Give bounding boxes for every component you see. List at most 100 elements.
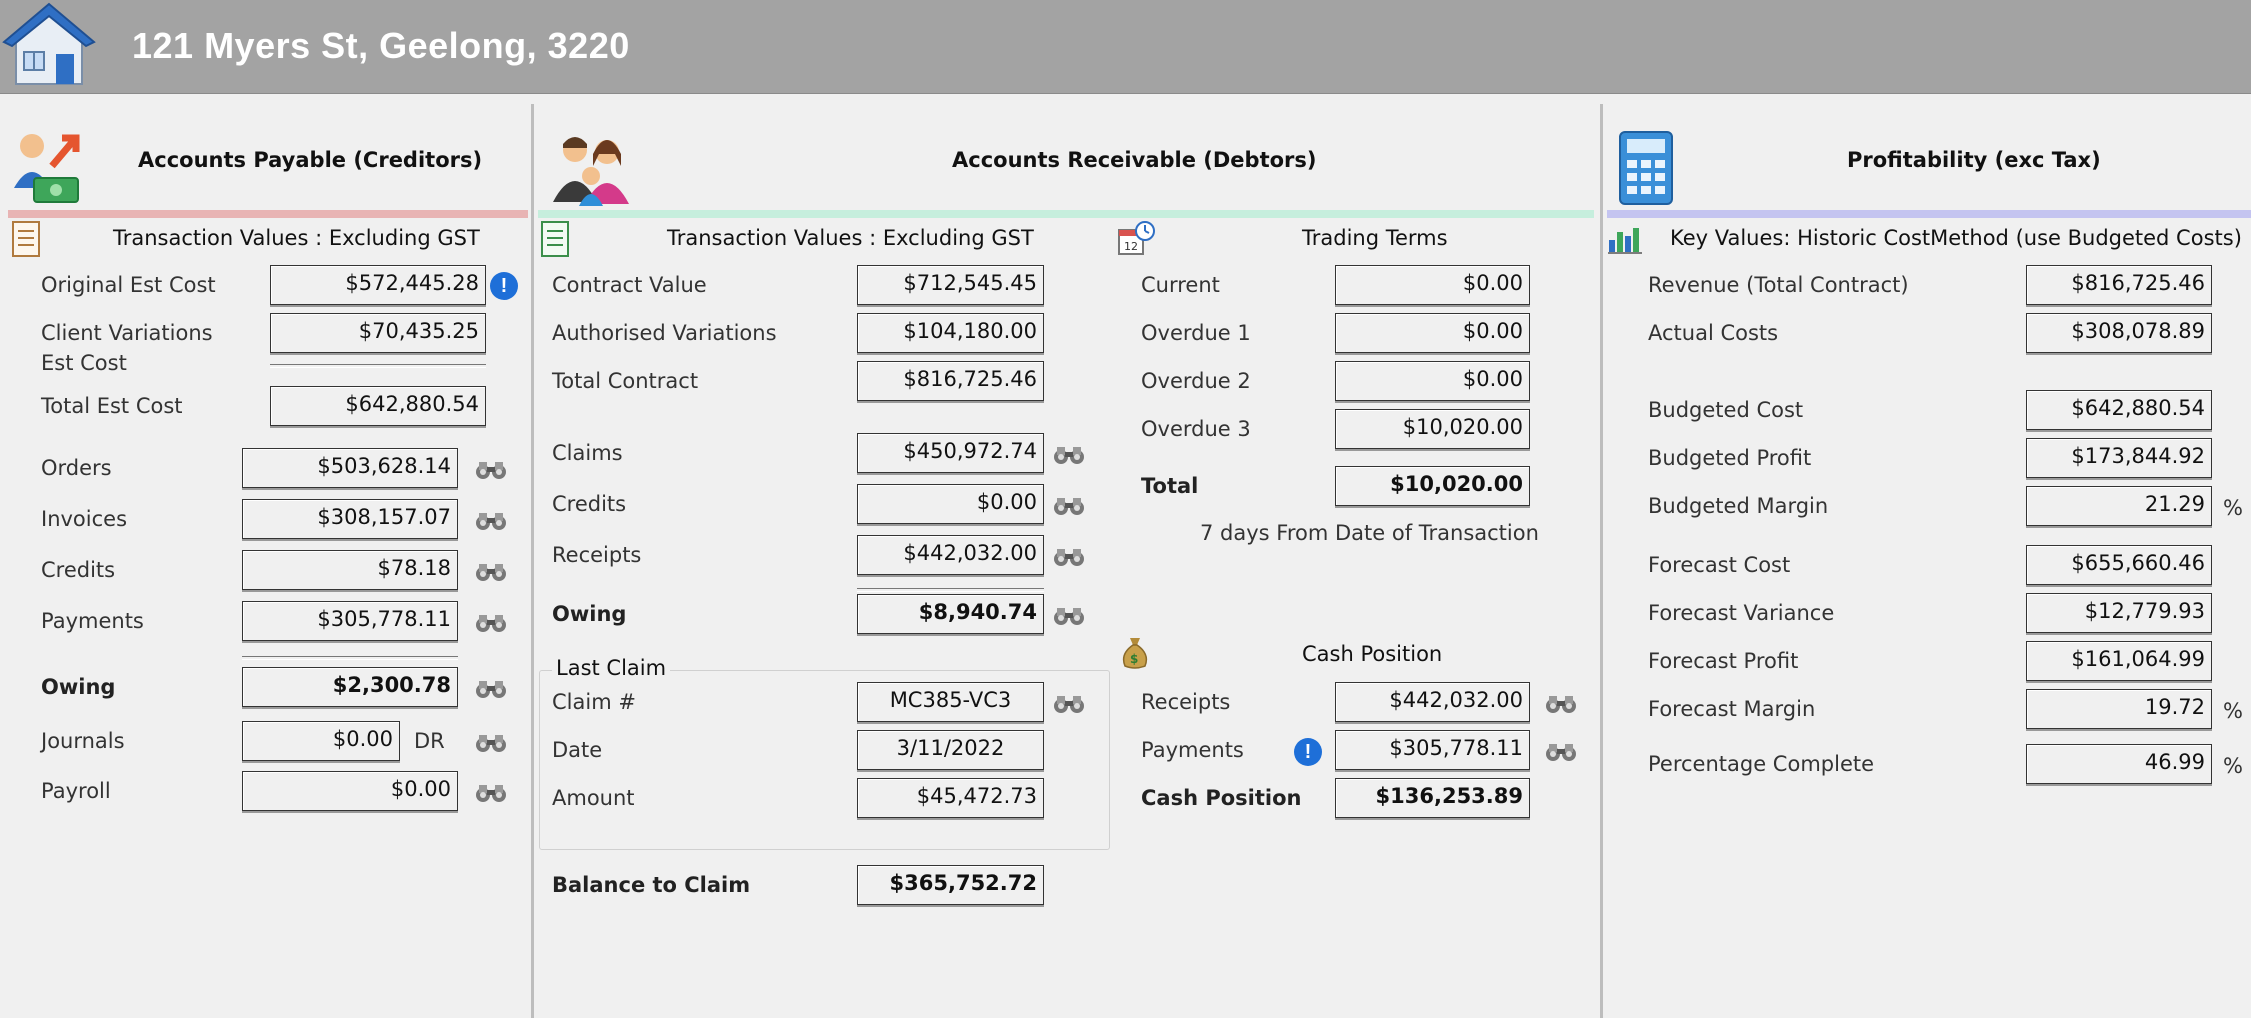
budgeted-margin-field[interactable]: 21.29 xyxy=(2026,486,2212,526)
original-est-cost-field[interactable]: $572,445.28 xyxy=(270,265,486,305)
binoculars-icon[interactable] xyxy=(474,782,508,804)
binoculars-icon[interactable] xyxy=(474,732,508,754)
percentage-complete-unit: % xyxy=(2223,754,2243,778)
house-icon xyxy=(2,2,96,85)
forecast-profit-label: Forecast Profit xyxy=(1648,649,1799,673)
claim-date-label: Date xyxy=(552,738,603,762)
budgeted-profit-label: Budgeted Profit xyxy=(1648,446,1812,470)
orders-label: Orders xyxy=(41,456,112,480)
debtor-credits-label: Credits xyxy=(552,492,627,516)
forecast-margin-unit: % xyxy=(2223,699,2243,723)
profitability-color-strip xyxy=(1607,210,2251,218)
total-est-cost-label: Total Est Cost xyxy=(41,394,183,418)
cash-position-label: Cash Position xyxy=(1141,786,1302,810)
binoculars-icon[interactable] xyxy=(1544,741,1578,763)
last-claim-group xyxy=(539,670,1110,850)
current-field[interactable]: $0.00 xyxy=(1335,265,1530,305)
binoculars-icon[interactable] xyxy=(474,561,508,583)
binoculars-icon[interactable] xyxy=(1052,693,1086,715)
document-list-icon xyxy=(12,221,40,257)
orders-field[interactable]: $503,628.14 xyxy=(242,448,458,488)
cash-receipts-label: Receipts xyxy=(1141,690,1231,714)
credits-label: Credits xyxy=(41,558,116,582)
claims-field[interactable]: $450,972.74 xyxy=(857,433,1044,473)
cash-position-field[interactable]: $136,253.89 xyxy=(1335,778,1530,818)
owing-field[interactable]: $2,300.78 xyxy=(242,667,458,707)
claim-number-field[interactable]: MC385-VC3 xyxy=(857,682,1044,722)
credits-field[interactable]: $78.18 xyxy=(242,550,458,590)
balance-to-claim-label: Balance to Claim xyxy=(552,873,751,897)
info-icon[interactable]: ! xyxy=(1294,738,1322,766)
cash-receipts-field[interactable]: $442,032.00 xyxy=(1335,682,1530,722)
debtor-owing-field[interactable]: $8,940.74 xyxy=(857,594,1044,634)
budgeted-profit-field[interactable]: $173,844.92 xyxy=(2026,438,2212,478)
budgeted-margin-unit: % xyxy=(2223,496,2243,520)
debtors-panel: Accounts Receivable (Debtors) Transactio… xyxy=(531,104,1600,1018)
actual-costs-label: Actual Costs xyxy=(1648,321,1779,345)
trading-terms-note: 7 days From Date of Transaction xyxy=(1200,521,1539,545)
debtor-owing-label: Owing xyxy=(552,602,627,626)
binoculars-icon[interactable] xyxy=(1052,546,1086,568)
forecast-variance-field[interactable]: $12,779.93 xyxy=(2026,593,2212,633)
overdue-3-field[interactable]: $10,020.00 xyxy=(1335,409,1530,449)
authorised-variations-field[interactable]: $104,180.00 xyxy=(857,313,1044,353)
revenue-field[interactable]: $816,725.46 xyxy=(2026,265,2212,305)
payroll-field[interactable]: $0.00 xyxy=(242,771,458,811)
claim-date-field[interactable]: 3/11/2022 xyxy=(857,730,1044,770)
revenue-label: Revenue (Total Contract) xyxy=(1648,273,1909,297)
profitability-subtitle: Key Values: Historic CostMethod (use Bud… xyxy=(1670,226,2242,250)
binoculars-icon[interactable] xyxy=(1052,605,1086,627)
creditors-subtitle: Transaction Values : Excluding GST xyxy=(113,226,480,250)
invoices-label: Invoices xyxy=(41,507,128,531)
forecast-profit-field[interactable]: $161,064.99 xyxy=(2026,641,2212,681)
payments-field[interactable]: $305,778.11 xyxy=(242,601,458,641)
overdue-1-field[interactable]: $0.00 xyxy=(1335,313,1530,353)
balance-to-claim-field[interactable]: $365,752.72 xyxy=(857,865,1044,905)
binoculars-icon[interactable] xyxy=(474,612,508,634)
trading-terms-title: Trading Terms xyxy=(1302,226,1448,250)
owing-label: Owing xyxy=(41,675,116,699)
total-contract-field[interactable]: $816,725.46 xyxy=(857,361,1044,401)
page-title: 121 Myers St, Geelong, 3220 xyxy=(132,25,630,66)
contract-value-field[interactable]: $712,545.45 xyxy=(857,265,1044,305)
invoices-field[interactable]: $308,157.07 xyxy=(242,499,458,539)
money-bag-icon: $ xyxy=(1122,638,1148,669)
forecast-margin-field[interactable]: 19.72 xyxy=(2026,689,2212,729)
creditors-panel: Accounts Payable (Creditors) Transaction… xyxy=(0,104,530,1018)
journals-label: Journals xyxy=(41,729,125,753)
debtor-receipts-field[interactable]: $442,032.00 xyxy=(857,535,1044,575)
budgeted-cost-field[interactable]: $642,880.54 xyxy=(2026,390,2212,430)
payments-label: Payments xyxy=(41,609,144,633)
forecast-cost-field[interactable]: $655,660.46 xyxy=(2026,545,2212,585)
binoculars-icon[interactable] xyxy=(1052,444,1086,466)
binoculars-icon[interactable] xyxy=(474,459,508,481)
cash-payments-field[interactable]: $305,778.11 xyxy=(1335,730,1530,770)
divider xyxy=(857,588,1044,592)
trading-total-field[interactable]: $10,020.00 xyxy=(1335,466,1530,506)
binoculars-icon[interactable] xyxy=(474,678,508,700)
binoculars-icon[interactable] xyxy=(1544,693,1578,715)
cash-position-title: Cash Position xyxy=(1302,642,1443,666)
forecast-cost-label: Forecast Cost xyxy=(1648,553,1791,577)
total-est-cost-field[interactable]: $642,880.54 xyxy=(270,386,486,426)
total-contract-label: Total Contract xyxy=(552,369,699,393)
claim-amount-field[interactable]: $45,472.73 xyxy=(857,778,1044,818)
percentage-complete-field[interactable]: 46.99 xyxy=(2026,744,2212,784)
calculator-icon xyxy=(1619,131,1673,205)
profitability-panel: Profitability (exc Tax) Key Values: Hist… xyxy=(1600,104,2251,1018)
binoculars-icon[interactable] xyxy=(1052,495,1086,517)
actual-costs-field[interactable]: $308,078.89 xyxy=(2026,313,2212,353)
svg-text:$: $ xyxy=(1130,652,1138,666)
debtor-credits-field[interactable]: $0.00 xyxy=(857,484,1044,524)
binoculars-icon[interactable] xyxy=(474,510,508,532)
percentage-complete-label: Percentage Complete xyxy=(1648,752,1875,776)
document-list-icon xyxy=(541,221,569,257)
overdue-2-field[interactable]: $0.00 xyxy=(1335,361,1530,401)
budgeted-margin-label: Budgeted Margin xyxy=(1648,494,1829,518)
original-est-cost-label: Original Est Cost xyxy=(41,273,216,297)
journals-field[interactable]: $0.00 xyxy=(242,721,400,761)
info-icon[interactable]: ! xyxy=(490,272,518,300)
calendar-clock-icon: 12 xyxy=(1118,221,1155,255)
client-variations-field[interactable]: $70,435.25 xyxy=(270,313,486,353)
overdue-2-label: Overdue 2 xyxy=(1141,369,1251,393)
